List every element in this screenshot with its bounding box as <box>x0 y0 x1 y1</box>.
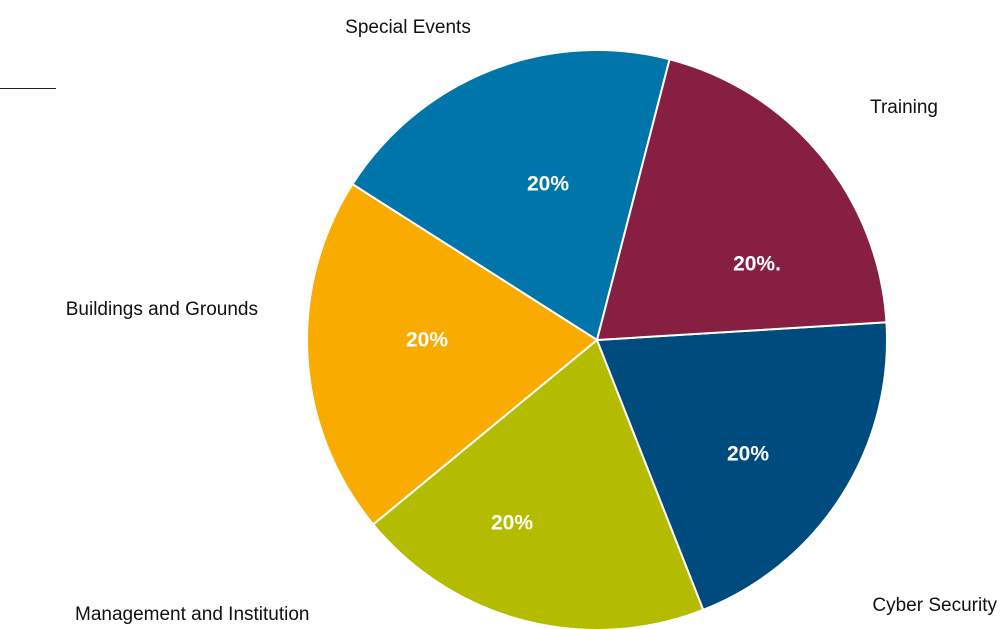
data-label-buildings-and-grounds: 20% <box>406 329 448 352</box>
data-label-management-and-institution: 20% <box>491 512 533 535</box>
data-label-cyber-security: 20% <box>727 443 769 466</box>
data-label-special-events: 20% <box>527 173 569 196</box>
category-label-training: Training <box>870 97 938 118</box>
pie-slice-special-events <box>351 49 671 342</box>
percentage-labels: 20% 20%. 20% 20% 20% <box>406 173 781 535</box>
category-label-management-and-institution: Management and Institution <box>75 604 310 625</box>
pie-slice-training <box>306 182 599 526</box>
pie-slice-management-and-institution <box>595 321 888 612</box>
category-label-cyber-security: Cyber Security <box>872 595 997 616</box>
category-label-buildings-and-grounds: Buildings and Grounds <box>66 299 258 320</box>
pie-slices <box>306 49 888 629</box>
category-label-special-events: Special Events <box>345 17 471 38</box>
category-labels: Special Events Training Cyber Security Mana… <box>66 17 998 625</box>
pie-slice-cyber-security <box>371 338 705 629</box>
decorative-rule <box>0 88 56 89</box>
data-label-training: 20%. <box>733 253 781 276</box>
pie-slice-buildings-and-grounds <box>595 58 888 342</box>
